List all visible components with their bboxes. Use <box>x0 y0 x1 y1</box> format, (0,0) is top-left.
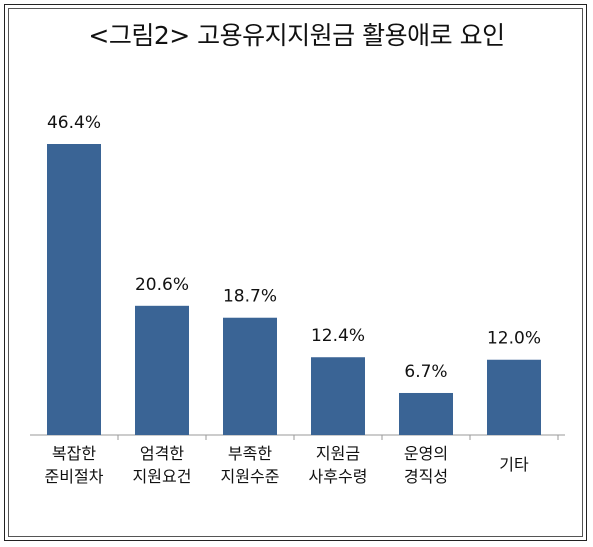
category-label-0-0: 복잡한 <box>52 444 96 463</box>
category-label-5-0: 기타 <box>499 455 529 474</box>
bar-3 <box>311 357 365 435</box>
value-label-3: 12.4% <box>311 326 365 346</box>
bar-0 <box>47 144 101 435</box>
category-label-0-1: 준비절차 <box>45 467 104 486</box>
chart-inner-border <box>8 8 583 537</box>
chart-title: <그림2> 고용유지지원금 활용애로 요인 <box>88 21 505 50</box>
category-label-4-0: 운영의 <box>404 444 448 463</box>
category-label-2-0: 부족한 <box>228 444 272 463</box>
bar-1 <box>135 305 189 435</box>
value-label-5: 12.0% <box>487 329 541 349</box>
chart-frame <box>4 4 587 541</box>
category-label-1-1: 지원요건 <box>133 467 192 486</box>
value-label-4: 6.7% <box>404 362 447 382</box>
bar-5 <box>487 359 541 435</box>
category-label-2-1: 지원수준 <box>221 467 280 486</box>
category-label-3-0: 지원금 <box>316 444 360 463</box>
category-label-4-1: 경직성 <box>404 467 448 486</box>
bar-4 <box>399 392 453 435</box>
value-label-2: 18.7% <box>223 287 277 307</box>
category-label-3-1: 사후수령 <box>309 467 368 486</box>
value-label-0: 46.4% <box>47 113 101 133</box>
category-label-1-0: 엄격한 <box>140 444 184 463</box>
value-label-1: 20.6% <box>135 275 189 295</box>
bar-2 <box>223 317 277 435</box>
